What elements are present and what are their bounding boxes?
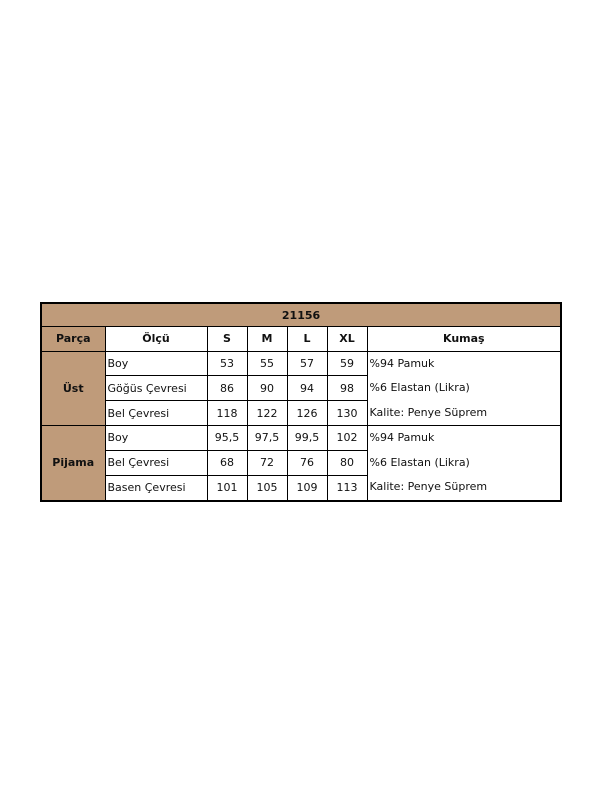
fabric-cell: %94 Pamuk %6 Elastan (Likra) Kalite: Penye… xyxy=(366,425,562,501)
measure-cell: Basen Çevresi xyxy=(104,474,208,502)
title-row: 21156 xyxy=(40,302,562,327)
value-cell: 76 xyxy=(286,449,328,476)
table-row: Göğüs Çevresi 86 90 94 98 xyxy=(41,375,561,402)
value-cell: 113 xyxy=(326,474,368,502)
value-cell: 109 xyxy=(286,474,328,502)
value-cell: 80 xyxy=(326,449,368,476)
value-cell: 53 xyxy=(206,350,248,377)
value-cell: 98 xyxy=(326,375,368,402)
header-fabric: Kumaş xyxy=(366,326,562,352)
size-chart-table: 21156 Parça Ölçü S M L XL Kumaş Üst Boy 53… xyxy=(40,302,563,502)
value-cell: 122 xyxy=(246,400,288,426)
fabric-line: %94 Pamuk xyxy=(369,356,435,370)
value-cell: 105 xyxy=(246,474,288,502)
measure-cell: Göğüs Çevresi xyxy=(104,375,208,402)
part-cell: Pijama xyxy=(40,425,106,501)
measure-cell: Bel Çevresi xyxy=(104,449,208,476)
measure-cell: Boy xyxy=(104,350,208,377)
header-row: Parça Ölçü S M L XL Kumaş xyxy=(40,326,562,352)
fabric-line: %6 Elastan (Likra) xyxy=(369,381,470,394)
value-cell: 68 xyxy=(206,449,248,476)
table-row: Üst Boy 53 55 57 59 %94 Pamuk %6 Elastan (Likra… xyxy=(40,350,562,426)
value-cell: 101 xyxy=(206,474,248,502)
table-row: Pijama Boy 95,5 97,5 99,5 102 %94 Pamuk %6 Elas… xyxy=(40,425,562,501)
value-cell: 97,5 xyxy=(246,425,288,451)
fabric-line: Kalite: Penye Süprem xyxy=(369,480,488,493)
header-xl: XL xyxy=(326,326,368,352)
value-cell: 99,5 xyxy=(286,425,328,451)
fabric-line: Kalite: Penye Süprem xyxy=(369,405,488,419)
fabric-line: %6 Elastan (Likra) xyxy=(369,455,470,469)
value-cell: 118 xyxy=(206,400,248,426)
value-cell: 102 xyxy=(326,425,368,451)
header-s: S xyxy=(206,326,248,352)
value-cell: 57 xyxy=(286,350,328,377)
table-row: Bel Çevresi 118 122 126 130 xyxy=(41,400,561,426)
part-cell: Üst xyxy=(40,350,106,426)
value-cell: 90 xyxy=(246,375,288,402)
table-row: Bel Çevresi 68 72 76 80 xyxy=(41,449,561,476)
header-part: Parça xyxy=(40,326,106,352)
measure-cell: Boy xyxy=(104,425,208,451)
value-cell: 59 xyxy=(326,350,368,377)
header-m: M xyxy=(246,326,288,352)
value-cell: 55 xyxy=(246,350,288,377)
value-cell: 95,5 xyxy=(206,425,248,451)
product-code: 21156 xyxy=(40,302,562,327)
value-cell: 72 xyxy=(246,449,288,476)
header-measure: Ölçü xyxy=(104,326,208,352)
value-cell: 130 xyxy=(326,400,368,426)
header-l: L xyxy=(286,326,328,352)
measure-cell: Bel Çevresi xyxy=(104,400,208,426)
fabric-cell: %94 Pamuk %6 Elastan (Likra) Kalite: Penye… xyxy=(366,350,562,426)
table-row: Basen Çevresi 101 105 109 113 xyxy=(41,474,561,502)
fabric-line: %94 Pamuk xyxy=(369,431,435,444)
value-cell: 126 xyxy=(286,400,328,426)
value-cell: 94 xyxy=(286,375,328,402)
value-cell: 86 xyxy=(206,375,248,402)
